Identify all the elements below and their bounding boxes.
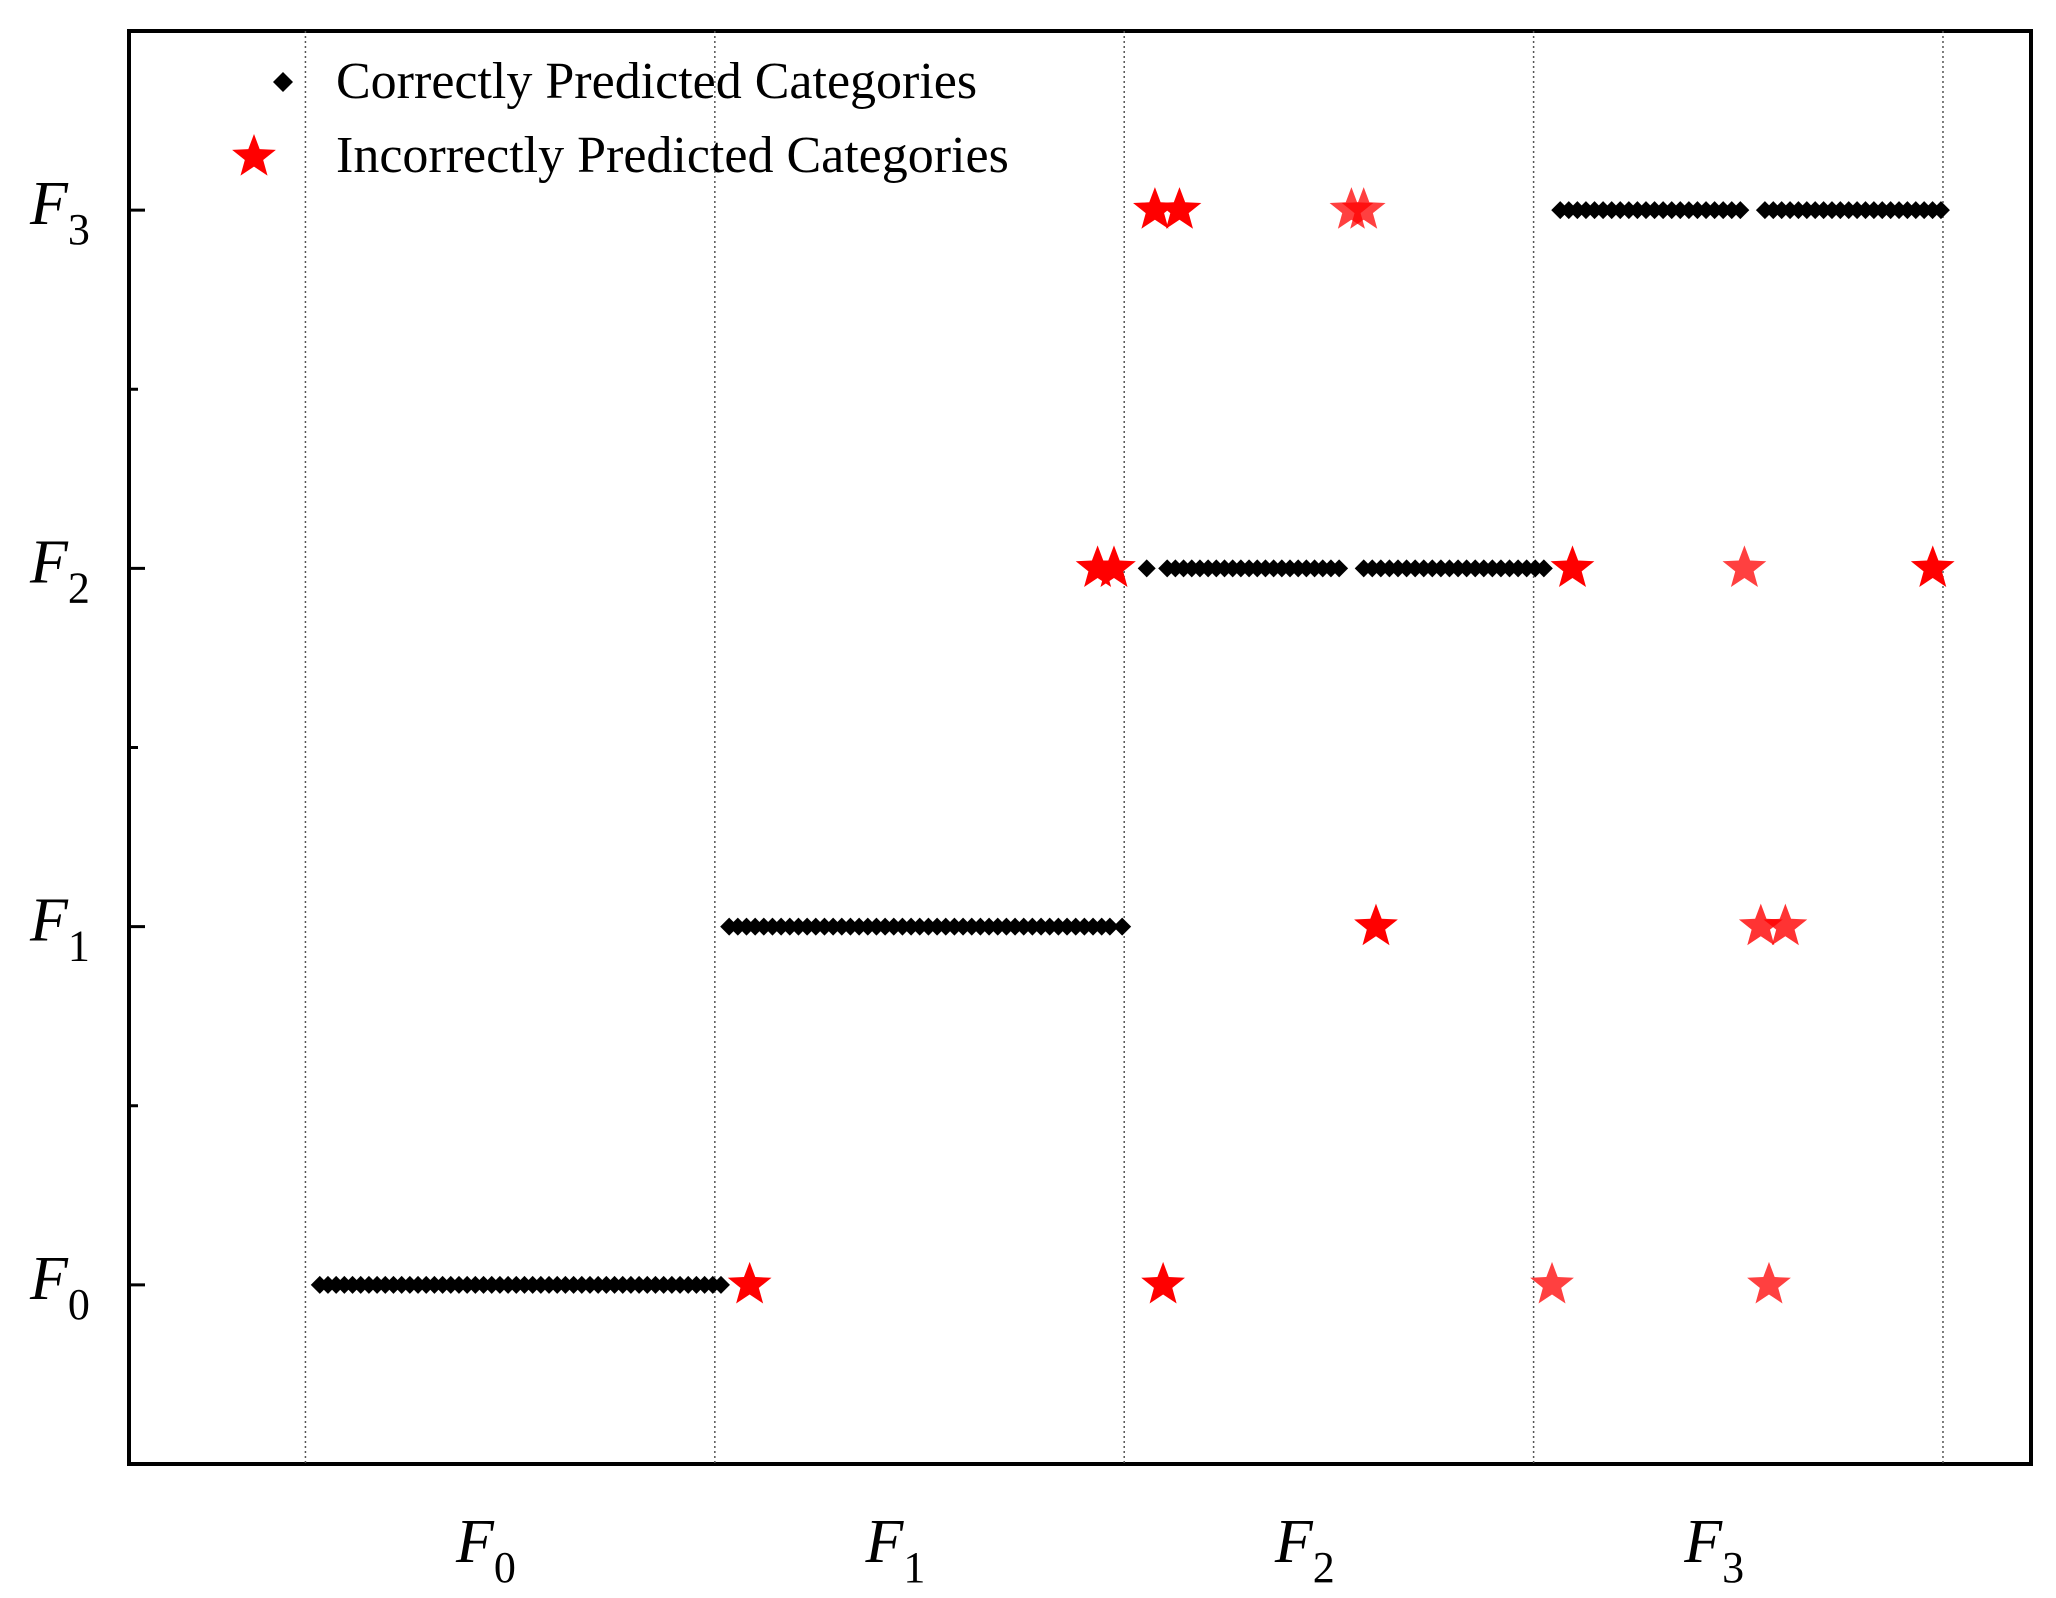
correct-point bbox=[1330, 559, 1349, 578]
incorrect-point bbox=[1910, 545, 1955, 587]
legend-label-correct: Correctly Predicted Categories bbox=[336, 53, 977, 110]
y-tick-label-2: F2 bbox=[29, 528, 90, 612]
correct-point bbox=[1731, 201, 1750, 220]
incorrect-point bbox=[1354, 903, 1398, 946]
incorrect-point bbox=[1133, 187, 1177, 229]
correct-point bbox=[1534, 559, 1553, 578]
y-axis-tick-labels: F0 F1 F2 F3 bbox=[29, 170, 90, 1329]
legend-star-marker bbox=[232, 134, 276, 176]
y-axis-ticks bbox=[129, 29, 145, 1466]
gridlines bbox=[304, 31, 1944, 1464]
incorrect-point bbox=[1341, 187, 1386, 229]
legend-item-incorrect: Incorrectly Predicted Categories bbox=[232, 127, 1009, 184]
y-tick-label-1: F1 bbox=[29, 887, 90, 971]
incorrect-point bbox=[1157, 187, 1202, 229]
y-tick-label-0: F0 bbox=[29, 1245, 90, 1329]
incorrect-point bbox=[1722, 545, 1767, 587]
plot-frame bbox=[127, 29, 2033, 1466]
correct-points bbox=[310, 201, 1950, 1294]
correct-point bbox=[1137, 559, 1156, 578]
incorrect-point bbox=[1141, 1261, 1185, 1304]
correct-point bbox=[1113, 917, 1132, 936]
incorrect-point bbox=[1738, 903, 1783, 946]
incorrect-point bbox=[1075, 545, 1120, 587]
legend-label-incorrect: Incorrectly Predicted Categories bbox=[336, 127, 1009, 184]
legend-item-correct: Correctly Predicted Categories bbox=[273, 53, 977, 110]
incorrect-point bbox=[1550, 545, 1595, 587]
incorrect-point bbox=[1530, 1261, 1574, 1304]
x-tick-label-0: F0 bbox=[455, 1508, 516, 1592]
incorrect-point bbox=[727, 1261, 772, 1304]
x-tick-label-1: F1 bbox=[864, 1508, 925, 1592]
correct-point bbox=[711, 1275, 730, 1294]
legend-diamond-marker bbox=[273, 72, 293, 92]
legend: Correctly Predicted Categories Incorrect… bbox=[232, 53, 1009, 184]
x-axis-tick-labels: F0 F1 F2 F3 bbox=[455, 1508, 1744, 1592]
incorrect-points bbox=[727, 187, 1955, 1304]
correct-point bbox=[1931, 201, 1950, 220]
incorrect-point bbox=[1747, 1261, 1791, 1304]
x-tick-label-3: F3 bbox=[1683, 1508, 1744, 1592]
x-tick-label-2: F2 bbox=[1274, 1508, 1335, 1592]
incorrect-point bbox=[1763, 903, 1808, 946]
y-tick-label-3: F3 bbox=[29, 170, 90, 254]
incorrect-point bbox=[1092, 545, 1136, 587]
correct-point bbox=[1100, 917, 1119, 936]
